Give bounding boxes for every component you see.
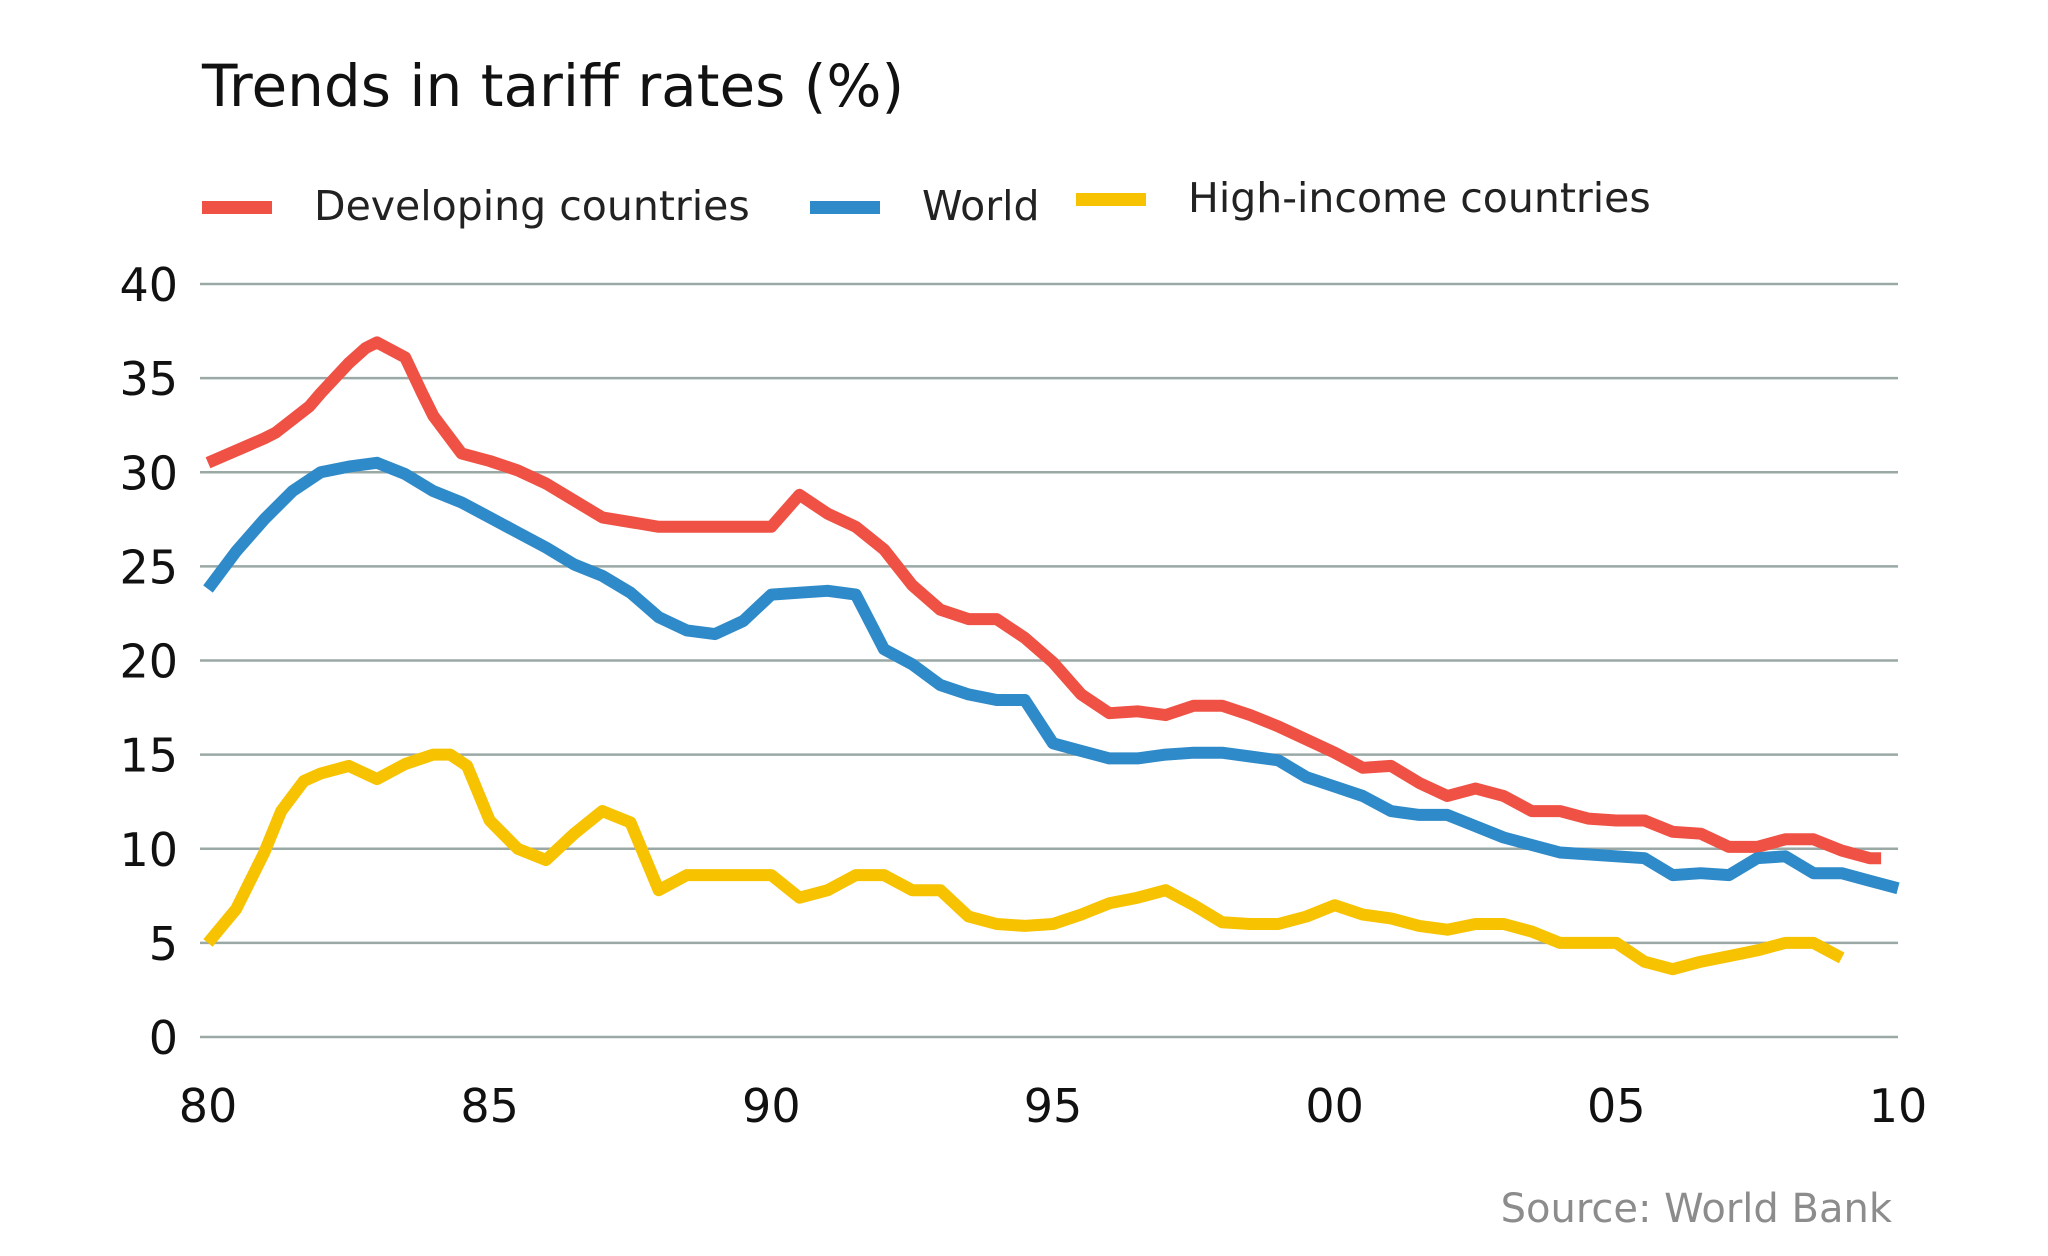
y-tick-label: 25: [119, 540, 178, 594]
x-tick-label: 05: [1587, 1079, 1646, 1133]
x-tick-label: 85: [460, 1079, 519, 1133]
y-tick-label: 20: [119, 635, 178, 689]
y-tick-label: 0: [149, 1011, 178, 1065]
chart-title: Trends in tariff rates (%): [202, 52, 905, 120]
legend-swatch-developing: [202, 201, 272, 214]
legend-item-developing: Developing countries: [202, 176, 802, 236]
y-tick-label: 35: [119, 352, 178, 406]
y-tick-label: 15: [119, 729, 178, 783]
x-tick-label: 80: [179, 1079, 238, 1133]
series-line-world: [203, 456, 1900, 895]
source-note: Source: World Bank: [1500, 1186, 1892, 1232]
y-tick-label: 30: [119, 446, 178, 500]
x-tick-label: 00: [1305, 1079, 1364, 1133]
legend-label-world: World: [922, 182, 1040, 230]
legend-swatch-world: [810, 201, 880, 214]
x-tick-label: 10: [1869, 1079, 1928, 1133]
legend-label-developing: Developing countries: [314, 182, 750, 230]
y-tick-label: 10: [119, 823, 178, 877]
legend-item-high-income: High-income countries: [1076, 168, 1696, 228]
legend-item-world: World: [810, 176, 1070, 236]
legend-label-high-income: High-income countries: [1188, 174, 1651, 222]
series-line-developing-countries: [205, 336, 1882, 865]
series-line-high-income-countries: [203, 748, 1845, 976]
y-tick-label: 40: [119, 258, 178, 312]
x-tick-label: 95: [1024, 1079, 1083, 1133]
y-tick-label: 5: [149, 917, 178, 971]
x-tick-label: 90: [742, 1079, 801, 1133]
legend-swatch-high-income: [1076, 193, 1146, 206]
